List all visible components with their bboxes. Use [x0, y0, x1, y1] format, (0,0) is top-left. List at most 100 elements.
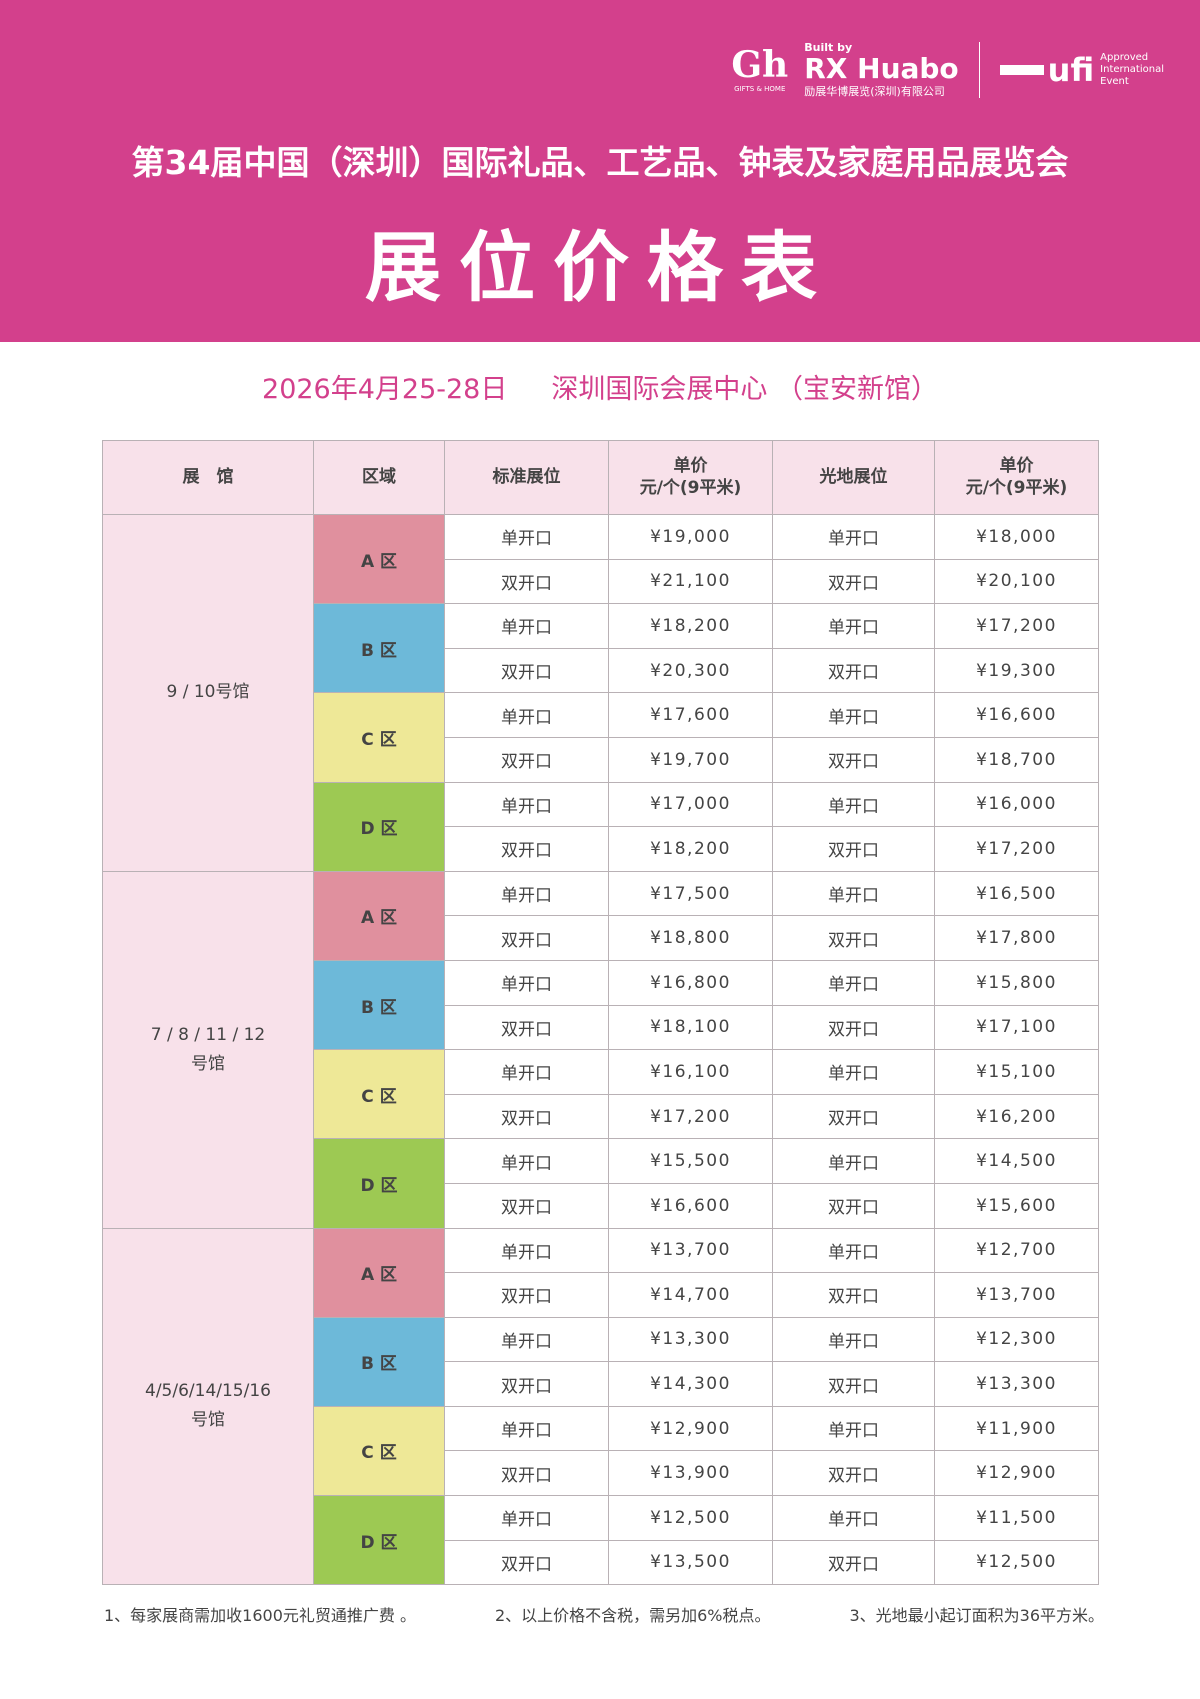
standard-booth-type: 双开口: [444, 1093, 609, 1140]
standard-price: ¥18,200: [608, 603, 773, 649]
table-row: 双开口 ¥20,300 双开口 ¥19,300: [103, 647, 1099, 694]
date-venue: 2026年4月25-28日 深圳国际会展中心 （宝安新馆）: [0, 370, 1200, 410]
table-row: C 区单开口 ¥16,100 单开口 ¥15,100: [103, 1049, 1099, 1140]
raw-price: ¥12,500: [934, 1539, 1099, 1586]
table-row: 双开口 ¥14,700 双开口 ¥13,700: [103, 1272, 1099, 1318]
event-date: 2026年4月25-28日: [262, 374, 508, 405]
raw-price: ¥12,700: [934, 1227, 1099, 1274]
standard-price: ¥17,600: [608, 692, 773, 738]
raw-price: ¥12,300: [934, 1316, 1099, 1363]
zone-cell: C 区: [313, 692, 445, 783]
table-row: 双开口 ¥18,100 双开口 ¥17,100: [103, 1004, 1099, 1051]
standard-price: ¥17,500: [608, 870, 773, 917]
table-row: D 区单开口 ¥17,000 单开口 ¥16,000: [103, 781, 1099, 872]
hall-cell: 7 / 8 / 11 / 12 号馆: [102, 870, 314, 1229]
standard-booth-type: 单开口: [444, 781, 609, 828]
table-header-row: 展 馆区域 标准展位 单价 元/个(9平米) 光地展位 单价 元/个(9平米): [102, 440, 1099, 515]
raw-space-type: 双开口: [772, 1539, 935, 1586]
zone-cell: B 区: [313, 1316, 445, 1407]
raw-price: ¥15,100: [934, 1049, 1099, 1095]
raw-price: ¥19,300: [934, 647, 1099, 694]
rx-huabo-name: RX Huabo: [804, 52, 959, 86]
standard-booth-type: 单开口: [444, 514, 609, 560]
table-row: D 区单开口 ¥12,500 单开口 ¥11,500: [103, 1495, 1099, 1586]
header-standard-price: 单价 元/个(9平米): [608, 440, 773, 515]
raw-space-type: 单开口: [772, 1495, 935, 1541]
zone-cell: D 区: [313, 1495, 445, 1586]
raw-space-type: 单开口: [772, 603, 935, 649]
header-hall: 展 馆: [102, 440, 314, 515]
standard-price: ¥13,500: [608, 1539, 773, 1586]
raw-space-type: 双开口: [772, 647, 935, 694]
standard-booth-type: 双开口: [444, 915, 609, 961]
ufi-note-line: Event: [1100, 76, 1129, 87]
logo-divider: [978, 42, 980, 98]
notes: 1、每家展商需加收1600元礼贸通推广费 。 2、以上价格不含税，需另加6%税点…: [104, 1605, 1104, 1627]
raw-space-type: 单开口: [772, 1049, 935, 1095]
gh-logo-text: Gh: [731, 43, 789, 86]
ufi-note-line: Approved: [1100, 52, 1149, 63]
standard-price: ¥18,200: [608, 826, 773, 872]
zone-cell: A 区: [313, 513, 445, 605]
standard-booth-type: 双开口: [444, 826, 609, 872]
raw-space-type: 单开口: [772, 1227, 935, 1274]
table-row: 双开口 ¥18,800 双开口 ¥17,800: [103, 915, 1099, 961]
note-item: 1、每家展商需加收1600元礼贸通推广费 。: [104, 1606, 416, 1625]
raw-space-type: 单开口: [772, 692, 935, 738]
raw-space-type: 双开口: [772, 1450, 935, 1497]
standard-price: ¥13,900: [608, 1450, 773, 1497]
table-row: 双开口 ¥19,700 双开口 ¥18,700: [103, 736, 1099, 783]
note-item: 2、以上价格不含税，需另加6%税点。: [494, 1606, 771, 1625]
zone-cell: B 区: [313, 603, 445, 694]
standard-price: ¥12,900: [608, 1405, 773, 1452]
standard-booth-type: 双开口: [444, 1182, 609, 1229]
standard-booth-type: 单开口: [444, 870, 609, 917]
standard-price: ¥19,000: [608, 514, 773, 560]
raw-space-type: 单开口: [772, 870, 935, 917]
zone-cell: A 区: [313, 1227, 445, 1318]
standard-price: ¥14,300: [608, 1361, 773, 1407]
standard-booth-type: 单开口: [444, 1227, 609, 1274]
raw-space-type: 双开口: [772, 1004, 935, 1051]
standard-price: ¥16,100: [608, 1049, 773, 1095]
header-raw-price: 单价 元/个(9平米): [934, 440, 1099, 515]
table-row: C 区单开口 ¥17,600 单开口 ¥16,600: [103, 692, 1099, 783]
zone-cell: D 区: [313, 1138, 445, 1229]
price-list-title: 展位价格表: [365, 223, 835, 312]
standard-price: ¥18,800: [608, 915, 773, 961]
raw-price: ¥18,000: [934, 514, 1099, 560]
raw-space-type: 单开口: [772, 1316, 935, 1363]
raw-space-type: 双开口: [772, 915, 935, 961]
standard-booth-type: 单开口: [444, 603, 609, 649]
table-row: B 区单开口 ¥18,200 单开口 ¥17,200: [103, 603, 1099, 694]
standard-booth-type: 双开口: [444, 558, 609, 605]
raw-space-type: 双开口: [772, 1272, 935, 1318]
standard-price: ¥13,300: [608, 1316, 773, 1363]
raw-price: ¥20,100: [934, 558, 1099, 605]
event-venue: 深圳国际会展中心 （宝安新馆）: [551, 374, 938, 405]
raw-price: ¥17,200: [934, 603, 1099, 649]
ufi-note-line: International: [1100, 64, 1164, 75]
raw-price: ¥17,800: [934, 915, 1099, 961]
standard-booth-type: 双开口: [444, 736, 609, 783]
raw-price: ¥17,100: [934, 1004, 1099, 1051]
header-raw-space: 光地展位: [772, 440, 935, 515]
standard-booth-type: 单开口: [444, 1405, 609, 1452]
exhibition-title: 第34届中国（深圳）国际礼品、工艺品、钟表及家庭用品展览会: [131, 143, 1069, 182]
table-row: 双开口 ¥18,200 双开口 ¥17,200: [103, 826, 1099, 872]
standard-price: ¥16,600: [608, 1182, 773, 1229]
table-row: 双开口 ¥17,200 双开口 ¥16,200: [103, 1093, 1099, 1140]
raw-price: ¥13,700: [934, 1272, 1099, 1318]
standard-price: ¥14,700: [608, 1272, 773, 1318]
standard-booth-type: 双开口: [444, 1539, 609, 1586]
ufi-logo: ufi Approved International Event: [999, 52, 1164, 88]
standard-price: ¥15,500: [608, 1138, 773, 1184]
standard-booth-type: 双开口: [444, 1361, 609, 1407]
zone-cell: D 区: [313, 781, 445, 872]
raw-price: ¥16,000: [934, 781, 1099, 828]
gh-logo-sub: GIFTS & HOME: [734, 84, 786, 93]
standard-price: ¥19,700: [608, 736, 773, 783]
standard-booth-type: 单开口: [444, 1495, 609, 1541]
table-row: 双开口 ¥21,100 双开口 ¥20,100: [103, 558, 1099, 605]
table-row: 双开口 ¥16,600 双开口 ¥15,600: [103, 1182, 1099, 1229]
